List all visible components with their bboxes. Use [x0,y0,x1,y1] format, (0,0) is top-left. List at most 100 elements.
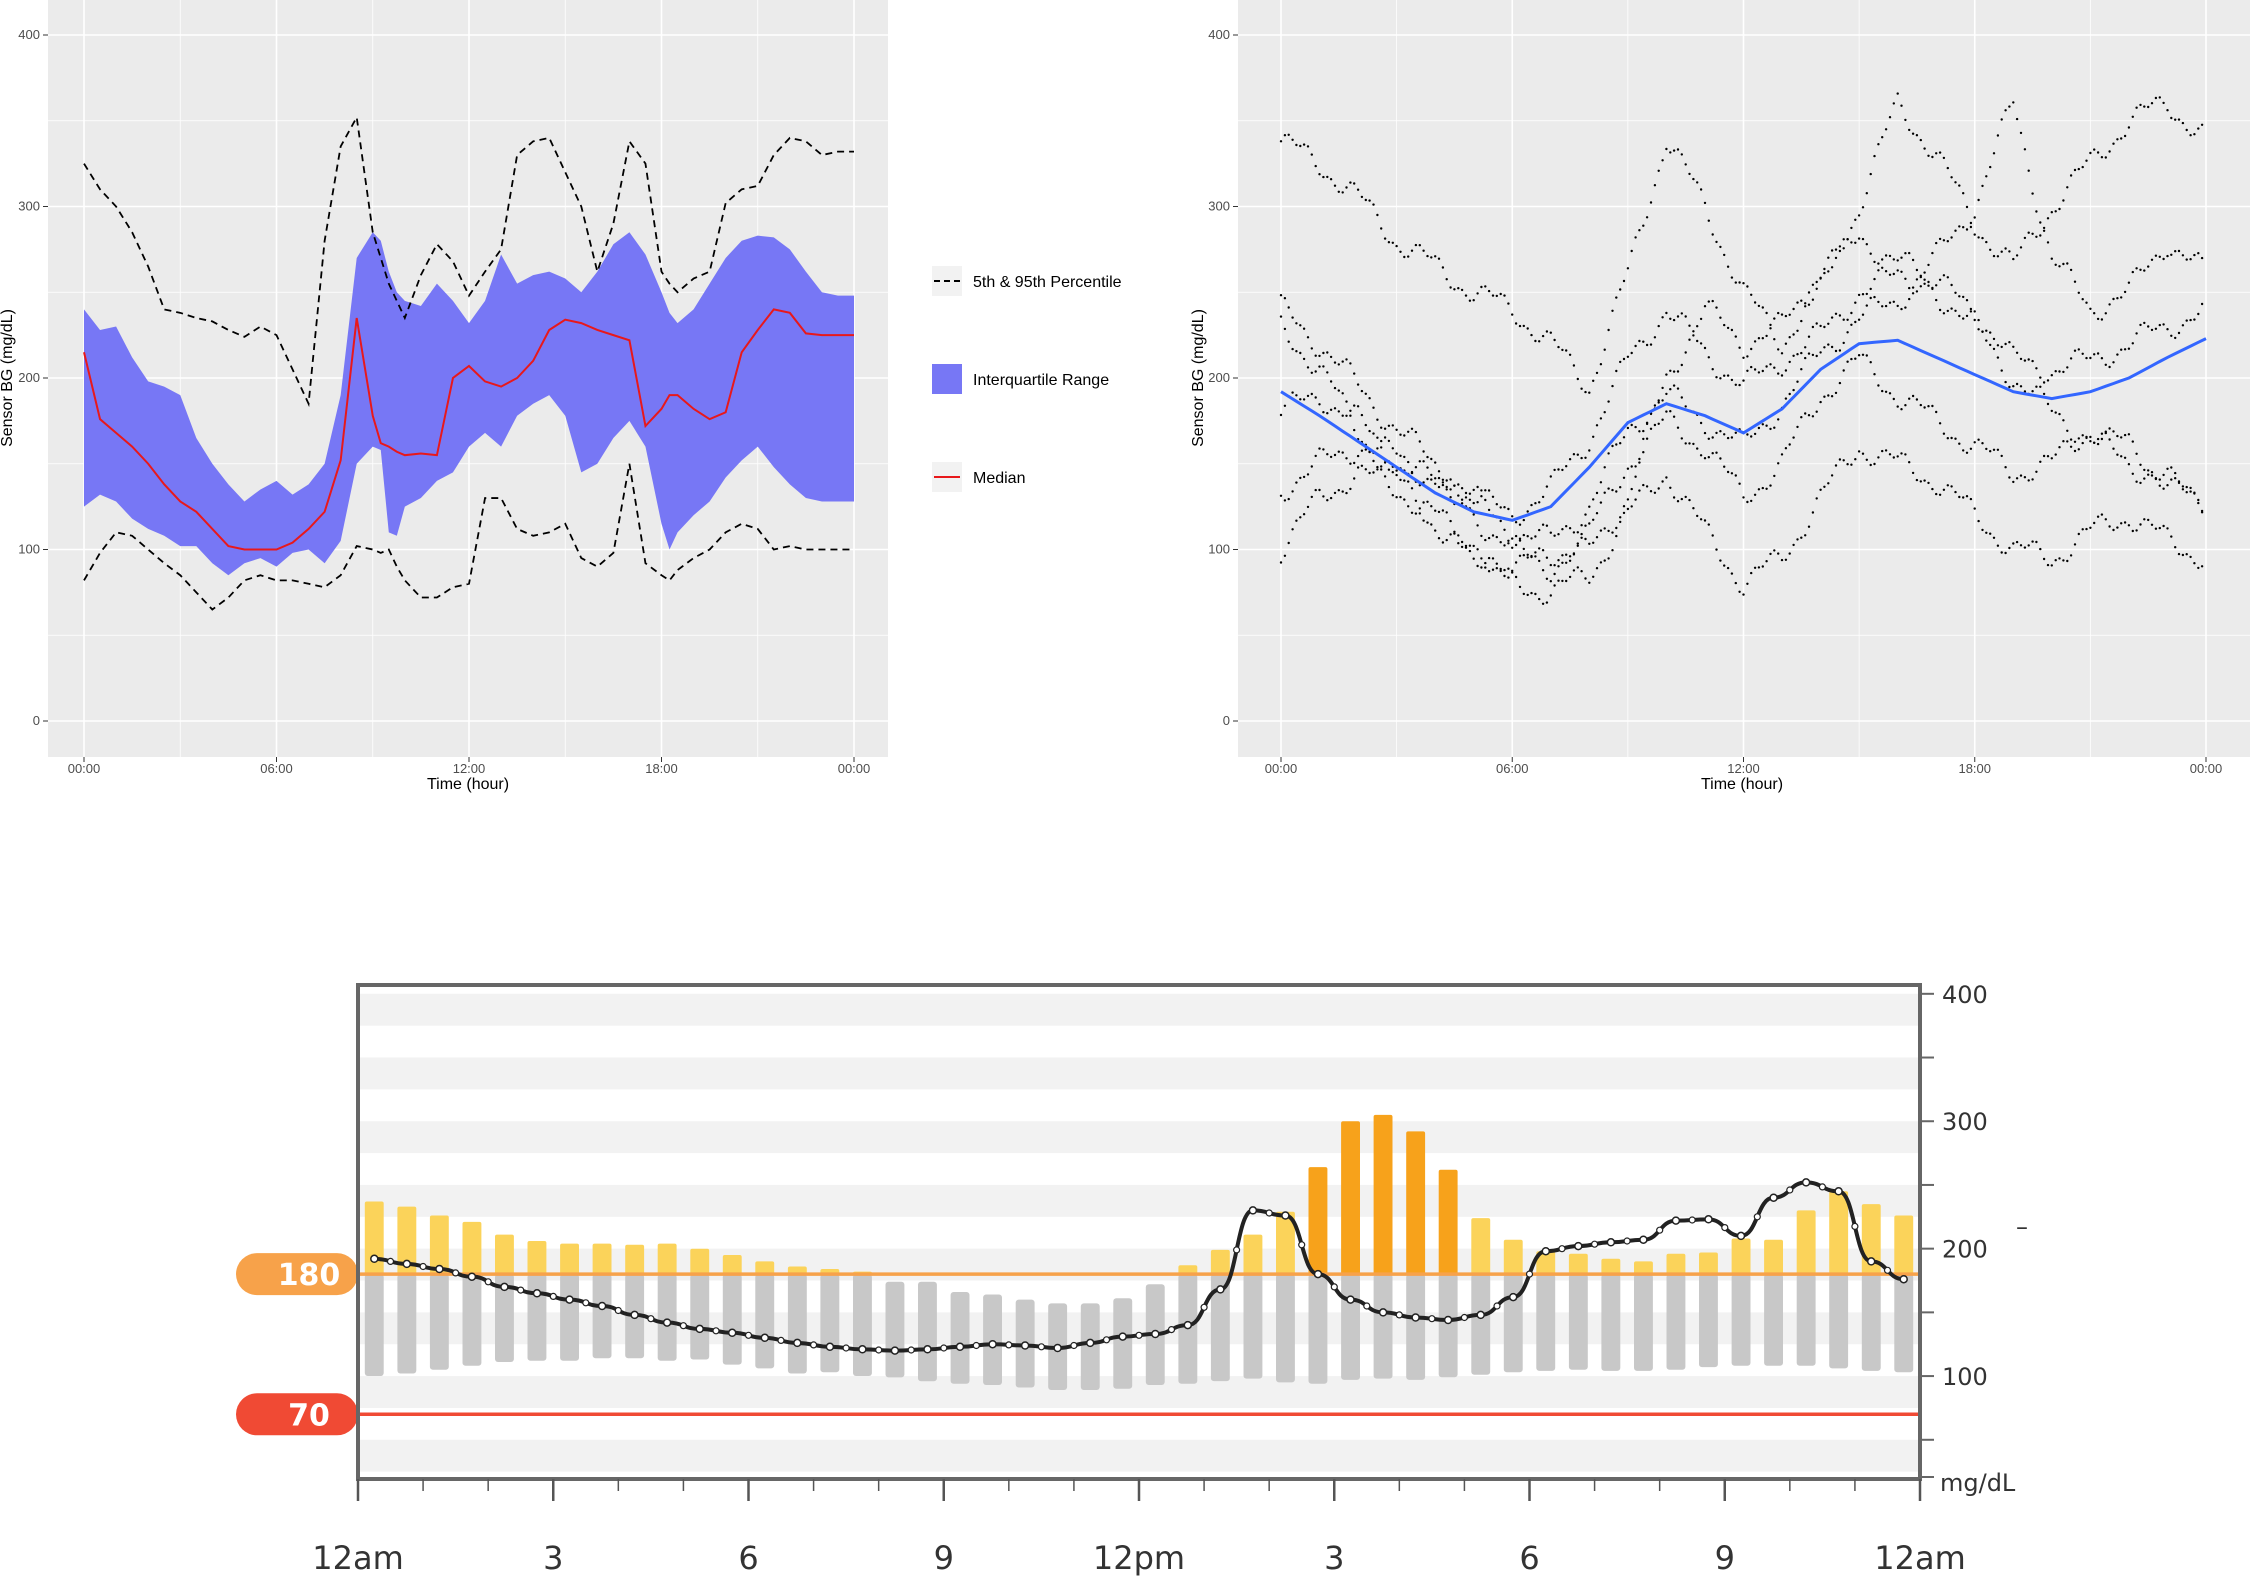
scatter-point [1426,254,1429,258]
scatter-point [2177,249,2181,253]
scatter-point [2023,236,2027,240]
scatter-chart-x-tick-label: 12:00 [1727,761,1760,776]
scatter-point [2000,118,2003,121]
scatter-point [1453,288,1456,291]
scatter-point [1730,378,1734,382]
scatter-point [1445,488,1448,491]
scatter-point [1487,508,1491,512]
agp-bar-low [1406,1274,1426,1380]
scatter-point [2127,281,2131,284]
scatter-point [2004,551,2007,555]
scatter-point [1788,392,1791,396]
scatter-point [1526,327,1529,330]
scatter-point [2058,265,2061,268]
scatter-point [1992,536,1996,539]
scatter-point [2189,486,2192,490]
scatter-point [1337,450,1341,453]
scatter-point [1703,519,1707,522]
scatter-point [1962,295,1965,299]
scatter-point [1514,322,1518,325]
agp-bar-low [1829,1274,1849,1369]
agp-median-point [1265,1209,1273,1217]
scatter-point [1719,316,1722,319]
scatter-point [1838,314,1842,317]
scatter-point [1341,191,1344,194]
scatter-point [2143,518,2146,521]
scatter-point [1299,324,1302,327]
scatter-point [1884,449,1888,452]
scatter-point [1329,496,1333,500]
scatter-point [1738,346,1741,349]
scatter-point [2181,485,2185,488]
scatter-point [2189,134,2192,137]
scatter-point [1437,257,1441,260]
scatter-point [1372,459,1375,463]
scatter-point [1950,236,1953,239]
scatter-point [1750,347,1753,351]
scatter-point [1834,391,1838,395]
scatter-point [2019,474,2023,477]
scatter-point [1973,318,1976,322]
scatter-point [1958,295,1961,298]
scatter-point [1491,495,1495,498]
scatter-point [1437,510,1441,514]
agp-median-point [1330,1283,1338,1291]
agp-median-point [370,1254,379,1264]
scatter-point [1838,249,1842,253]
scatter-point [1634,236,1637,239]
scatter-point [1507,576,1510,579]
scatter-point [1773,549,1776,552]
scatter-point [2174,546,2177,549]
agp-median-point [1801,1178,1811,1187]
agp-median-point [858,1345,867,1354]
scatter-point [1468,492,1472,495]
scatter-point [1765,560,1768,563]
agp-median-point [467,1272,477,1281]
agp-bar-low [853,1274,872,1376]
scatter-point [1333,453,1337,457]
scatter-point [2085,356,2088,360]
scatter-point [1896,269,1899,272]
agp-bar-low [885,1281,905,1378]
scatter-point [1734,335,1738,338]
scatter-point [1757,337,1761,340]
scatter-point [1356,405,1360,408]
scatter-point [1827,322,1830,325]
agp-median-point [1378,1308,1388,1317]
scatter-point [1965,205,1969,209]
agp-bar-high [1731,1238,1751,1275]
scatter-point [1788,443,1791,446]
scatter-point [1904,453,1907,456]
scatter-point [1892,102,1896,105]
scatter-point [2054,559,2057,562]
scatter-point [1302,357,1306,361]
scatter-point [1387,424,1391,427]
scatter-point [1464,496,1468,499]
scatter-point [1460,502,1464,505]
scatter-point [1468,498,1472,501]
scatter-point [1353,182,1356,185]
scatter-point [1696,514,1699,518]
scatter-point [1511,571,1514,574]
scatter-point [2166,467,2169,470]
scatter-point [1472,501,1475,505]
scatter-point [1476,501,1479,504]
scatter-point [1545,485,1549,488]
scatter-point [2089,356,2092,360]
agp-median-point [1866,1257,1876,1266]
scatter-point [1788,552,1791,555]
scatter-point [1553,564,1556,567]
scatter-point [2058,557,2061,560]
agp-median-point [565,1295,574,1304]
scatter-point [1460,288,1464,292]
scatter-point [1287,133,1290,136]
scatter-point [1699,342,1703,345]
scatter-point [2135,529,2138,532]
scatter-point [2077,448,2080,451]
scatter-point [1511,313,1514,316]
scatter-point [1426,477,1429,481]
scatter-point [1726,470,1730,474]
scatter-point [1487,289,1491,293]
agp-bar-low [1699,1274,1718,1368]
scatter-point [2077,167,2080,171]
